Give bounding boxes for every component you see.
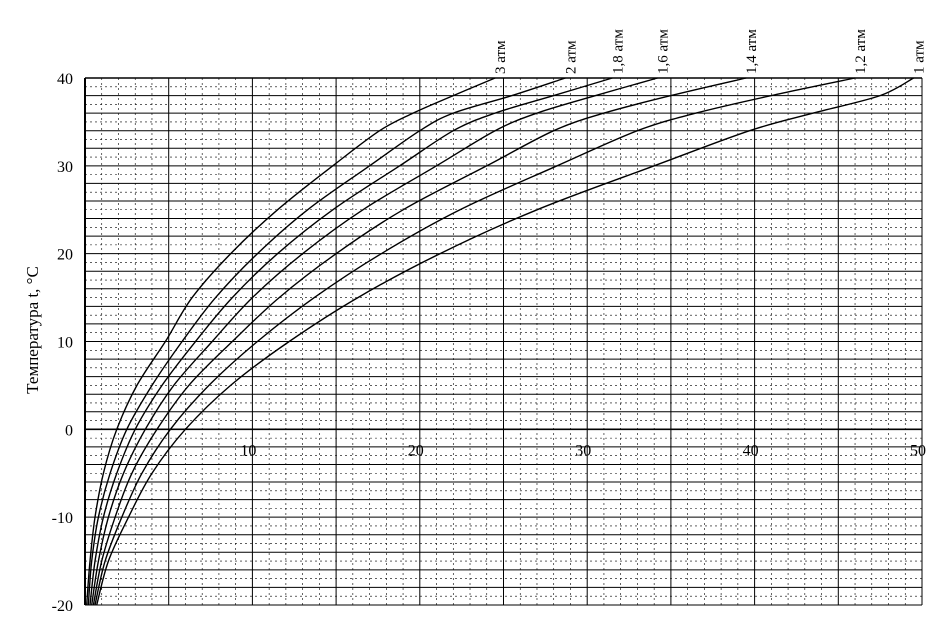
x-tick-label: 50: [910, 442, 926, 459]
y-tick-label: 40: [57, 71, 73, 88]
y-tick-label: 20: [57, 247, 73, 264]
y-axis-title: Температура t, °С: [23, 266, 42, 394]
series-line: [91, 77, 658, 606]
series-label: 1,8 атм: [610, 29, 626, 74]
series-line: [86, 77, 496, 606]
x-tick-label: 10: [240, 442, 256, 459]
y-tick-label: -20: [52, 598, 73, 615]
series-layer: [86, 77, 914, 606]
series-line: [92, 77, 747, 606]
x-tick-label: 40: [743, 442, 759, 459]
series-line: [87, 77, 566, 606]
series-label: 3 атм: [493, 40, 509, 74]
series-line: [94, 77, 856, 606]
grid-major: [84, 77, 923, 606]
x-tick-label: 30: [575, 442, 591, 459]
series-label: 1,2 атм: [853, 29, 869, 74]
series-line: [89, 77, 613, 606]
series-label: 1,4 атм: [744, 29, 760, 74]
y-tick-label: 10: [57, 335, 73, 352]
series-label: 1,6 атм: [656, 29, 672, 74]
y-tick-label: 0: [65, 422, 73, 439]
y-tick-label: 30: [57, 159, 73, 176]
series-label: 1 атм: [912, 40, 928, 74]
labels-layer: 10 20 30 40 50 40 30 20 10 0 -10 -20 3 атм 2 атм 1,8 а…: [52, 29, 928, 615]
series-line: [96, 77, 914, 606]
y-tick-label: -10: [52, 510, 73, 527]
series-label: 2 атм: [563, 40, 579, 74]
x-tick-label: 20: [408, 442, 424, 459]
